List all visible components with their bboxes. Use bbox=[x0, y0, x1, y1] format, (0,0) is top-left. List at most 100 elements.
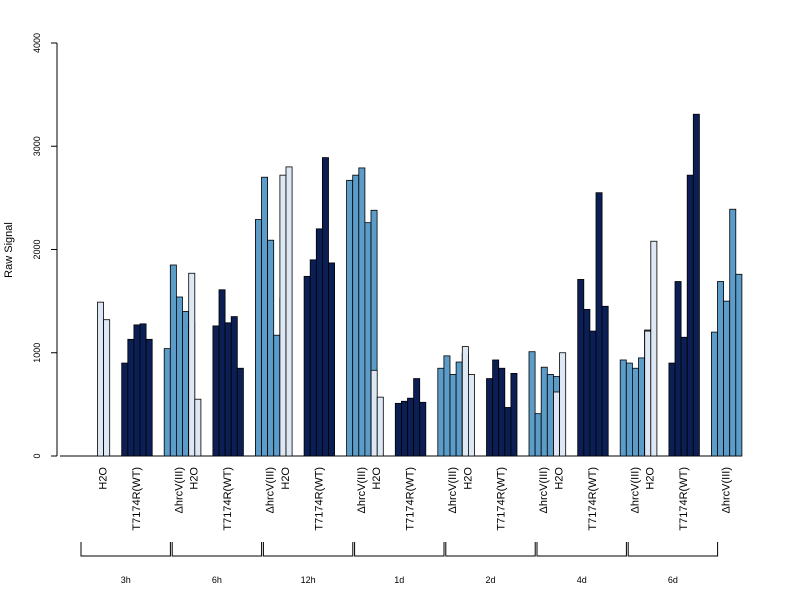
bar bbox=[224, 322, 232, 457]
bar bbox=[583, 308, 591, 457]
y-axis-label: Raw Signal bbox=[3, 222, 15, 278]
bar bbox=[303, 275, 311, 457]
bar bbox=[595, 192, 603, 457]
x-tick-label: H2O bbox=[98, 467, 110, 490]
bar bbox=[723, 300, 731, 457]
x-tick-label: T7174R(WT) bbox=[404, 467, 416, 531]
bars bbox=[97, 113, 743, 457]
bar bbox=[540, 366, 548, 457]
group-label: 2d bbox=[485, 575, 495, 585]
bar bbox=[218, 289, 226, 457]
group-bracket bbox=[80, 542, 171, 557]
bar bbox=[212, 325, 220, 457]
group-label: 6d bbox=[668, 575, 678, 585]
bar bbox=[467, 374, 475, 457]
bar bbox=[638, 357, 645, 457]
bar bbox=[419, 401, 427, 457]
bar bbox=[188, 272, 196, 457]
bar bbox=[546, 374, 554, 457]
bar bbox=[133, 324, 141, 457]
bar bbox=[443, 355, 451, 457]
bar bbox=[589, 330, 597, 457]
bar bbox=[528, 351, 536, 457]
bar bbox=[619, 359, 627, 457]
x-tick-label: ΔhrcV(III) bbox=[265, 467, 277, 513]
bar bbox=[358, 167, 366, 457]
bar bbox=[534, 413, 542, 457]
x-tick-label: ΔhrcV(III) bbox=[629, 467, 641, 513]
bar bbox=[735, 273, 743, 457]
bar bbox=[230, 316, 238, 457]
bar bbox=[175, 296, 183, 457]
bar bbox=[273, 334, 281, 457]
bar bbox=[729, 208, 737, 457]
x-tick-label: H2O bbox=[189, 467, 201, 490]
bar bbox=[121, 362, 129, 457]
group-bracket bbox=[354, 542, 445, 557]
bar bbox=[413, 378, 421, 457]
x-tick-label: ΔhrcV(III) bbox=[447, 467, 459, 513]
x-tick-label: H2O bbox=[462, 467, 474, 490]
bar bbox=[254, 219, 262, 457]
bar bbox=[236, 367, 244, 457]
bar bbox=[364, 222, 372, 457]
group-label: 12h bbox=[301, 575, 316, 585]
x-tick-label: T7174R(WT) bbox=[587, 467, 599, 531]
bar bbox=[455, 361, 463, 457]
bar bbox=[145, 338, 153, 457]
bar bbox=[315, 228, 323, 457]
bar bbox=[601, 305, 609, 457]
bar bbox=[407, 397, 414, 457]
y-tick-label: 1000 bbox=[32, 343, 42, 363]
bar bbox=[461, 346, 469, 457]
bar bbox=[97, 301, 104, 457]
bar bbox=[486, 378, 493, 457]
group-bracket bbox=[536, 542, 627, 557]
group-label: 1d bbox=[394, 575, 404, 585]
bar bbox=[717, 281, 724, 457]
bar bbox=[680, 336, 688, 457]
bar bbox=[394, 402, 402, 457]
y-tick-label: 4000 bbox=[32, 33, 42, 53]
x-tick-label: ΔhrcV(III) bbox=[173, 467, 185, 513]
group-brackets: 3h 6h 12h 1d 2d 4d 6d bbox=[80, 542, 719, 585]
x-tick-label: T7174R(WT) bbox=[496, 467, 508, 531]
x-tick-label: H2O bbox=[280, 467, 292, 490]
y-axis: 0 1000 2000 3000 4000 bbox=[32, 33, 58, 459]
bar bbox=[328, 262, 335, 457]
group-label: 4d bbox=[577, 575, 587, 585]
group-label: 6h bbox=[212, 575, 222, 585]
bar bbox=[510, 372, 518, 457]
bar bbox=[559, 352, 567, 457]
bar bbox=[194, 398, 202, 457]
bar bbox=[650, 240, 658, 457]
y-tick-label: 0 bbox=[32, 453, 42, 458]
y-tick-label: 2000 bbox=[32, 239, 42, 259]
bar bbox=[346, 179, 354, 457]
x-tick-label: H2O bbox=[554, 467, 566, 490]
x-tick-label: H2O bbox=[371, 467, 383, 490]
bar bbox=[553, 391, 560, 457]
bar bbox=[504, 407, 512, 457]
bar bbox=[437, 367, 445, 457]
bar bbox=[492, 359, 500, 457]
x-tick-label: T7174R(WT) bbox=[131, 467, 143, 531]
bar bbox=[644, 330, 652, 457]
bar bbox=[261, 176, 268, 457]
bar bbox=[376, 396, 384, 457]
x-tick-label: T7174R(WT) bbox=[313, 467, 325, 531]
bar bbox=[182, 311, 189, 457]
group-label: 3h bbox=[121, 575, 131, 585]
bar bbox=[279, 174, 287, 457]
bar bbox=[169, 264, 177, 457]
y-tick-label: 3000 bbox=[32, 136, 42, 156]
x-tick-labels: H2O T7174R(WT) ΔhrcV(III) H2O T7174R(WT) Δhrc… bbox=[98, 467, 733, 531]
bar bbox=[267, 239, 275, 457]
bar bbox=[103, 319, 111, 457]
bar bbox=[577, 279, 585, 457]
group-bracket bbox=[262, 542, 354, 557]
bar bbox=[163, 348, 171, 457]
x-tick-label: ΔhrcV(III) bbox=[356, 467, 368, 513]
bar bbox=[370, 369, 378, 457]
